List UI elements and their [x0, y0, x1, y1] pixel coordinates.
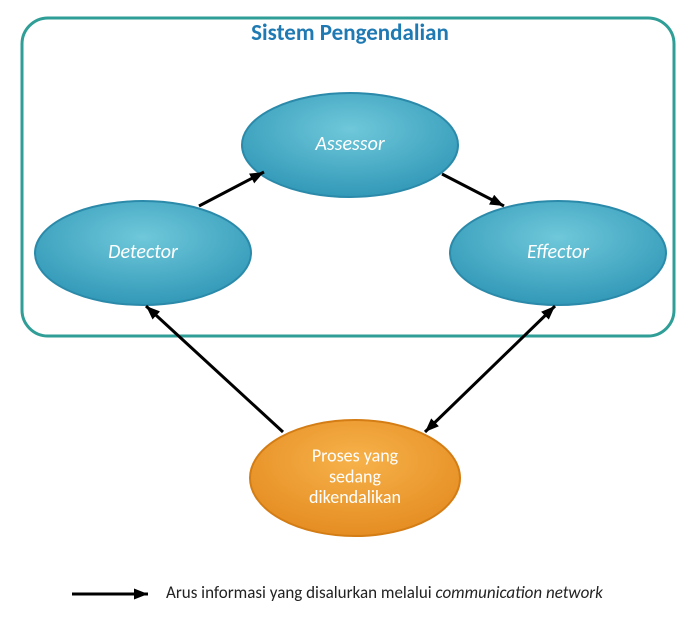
- node-assessor-label: Assessor: [314, 132, 386, 156]
- node-process-label: Proses yang: [312, 445, 399, 467]
- node-process-label: sedang: [329, 465, 382, 487]
- node-process-label: dikendalikan: [309, 486, 401, 508]
- legend-text: Arus informasi yang disalurkan melalui c…: [166, 582, 603, 603]
- panel-title: Sistem Pengendalian: [251, 19, 449, 47]
- node-effector-label: Effector: [527, 240, 590, 264]
- node-detector-label: Detector: [108, 240, 179, 264]
- control-system-diagram: Sistem Pengendalian Assessor Detector Effec…: [0, 0, 700, 625]
